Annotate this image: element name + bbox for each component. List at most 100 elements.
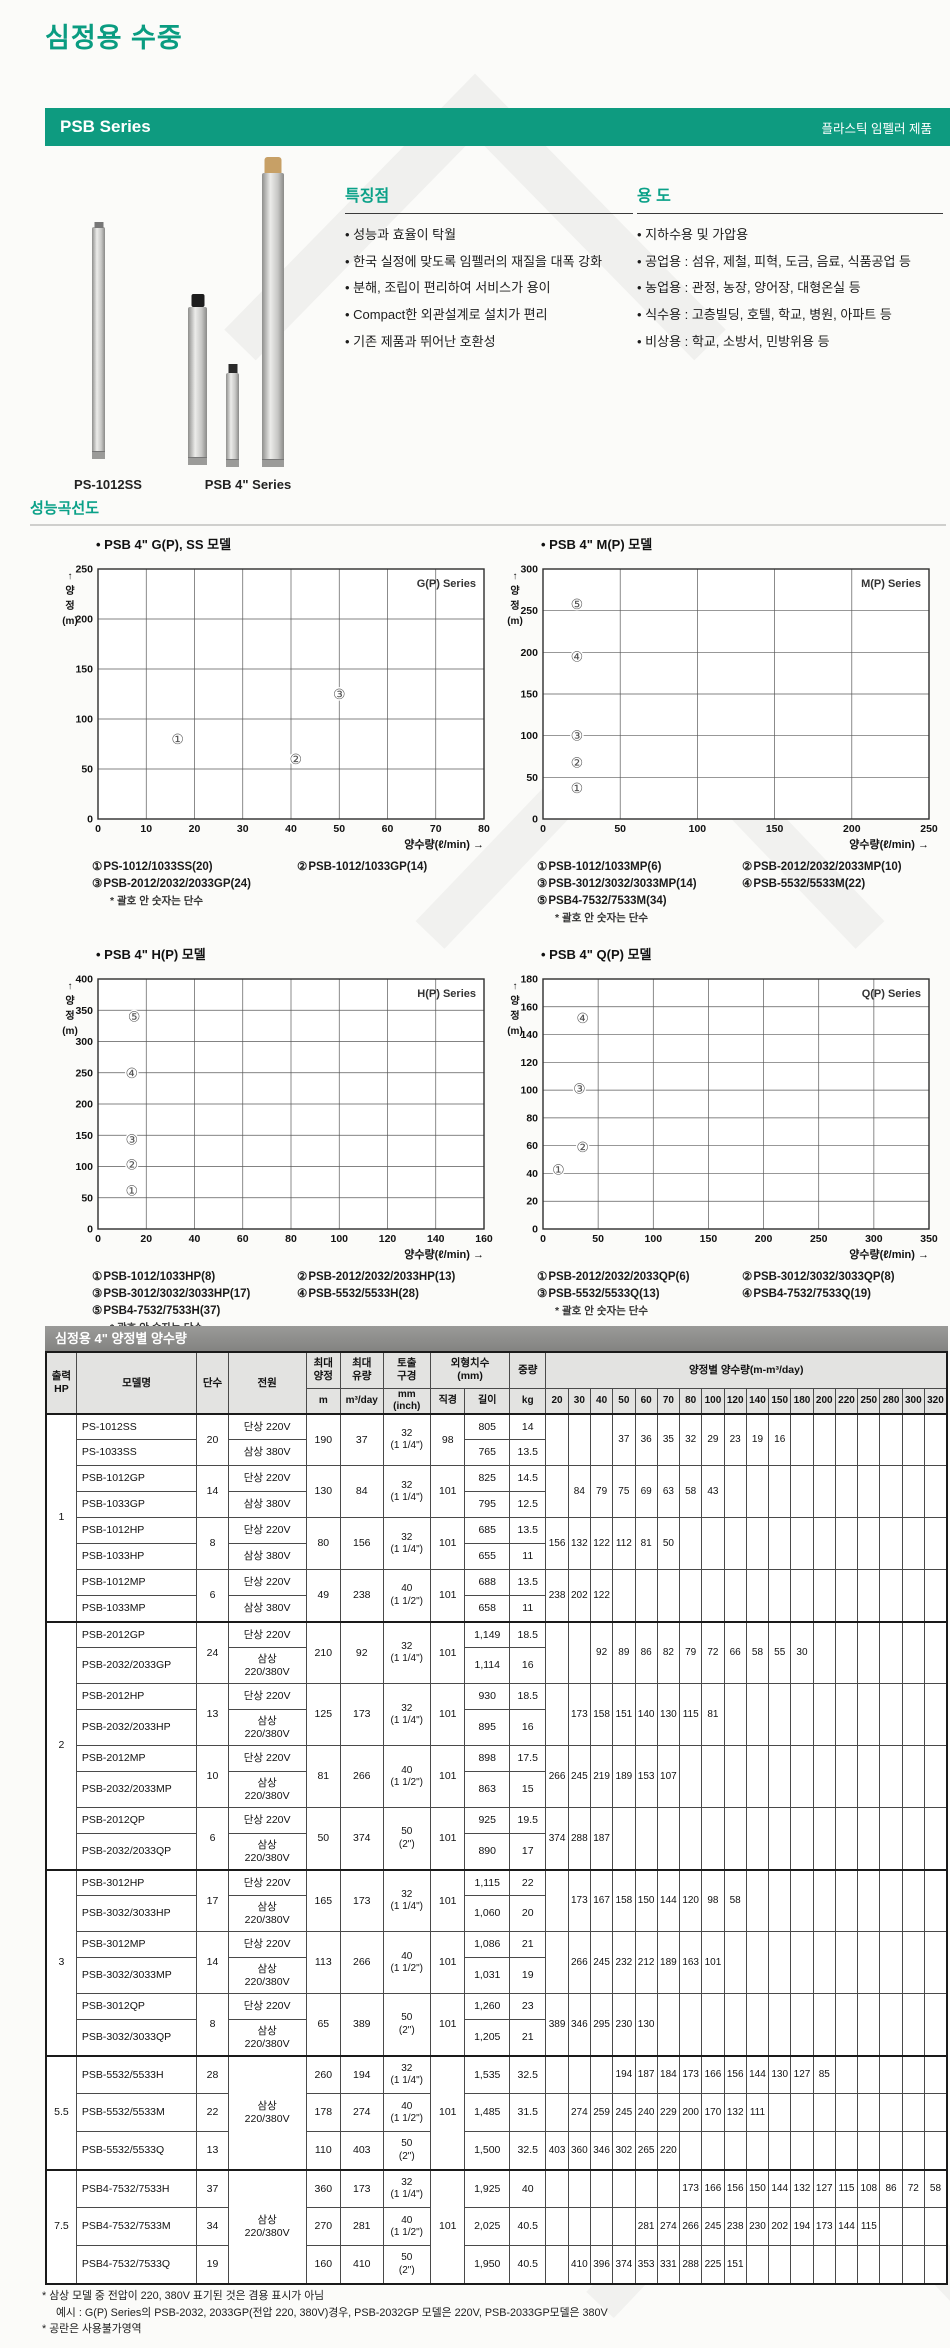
spec-table: 출력 HP 모델명 단수 전원 최대 양정 최대 유량 토출 구경 외형치수 (…	[45, 1351, 948, 2285]
table-row: PSB-3012MP 14 단상 220V 113 266 40 (1 1/2") 101 1…	[46, 1931, 948, 1995]
flow-cell: 230	[745, 2207, 770, 2247]
chart-legend-note: * 괄호 안 숫자는 단수	[555, 912, 649, 924]
flow-cell	[901, 1465, 925, 1519]
flow-cell	[879, 1683, 903, 1747]
table-row: PS-1033SS 삼상 380V 765 13.5	[46, 1439, 947, 1467]
flow-cell	[790, 1993, 814, 2057]
model-cell: PSB-3012MP	[75, 1931, 198, 1959]
weight-cell: 13.5	[509, 1439, 547, 1467]
product-photos: PS-1012SS PSB 4" Series	[50, 157, 350, 495]
flow-cell	[923, 1683, 948, 1747]
curve-number-label: ③	[125, 1132, 138, 1148]
weight-cell: 14	[509, 1412, 547, 1441]
outlet-cell: 32 (1 1/4")	[382, 2168, 432, 2209]
flow-cell: 81	[701, 1683, 725, 1747]
flow-cell	[745, 1683, 770, 1747]
table-row: PSB-2012MP 10 단상 220V 81 266 40 (1 1/2") 101 89…	[46, 1745, 948, 1809]
weight-cell: 17.5	[509, 1745, 547, 1773]
svg-text:↑: ↑	[68, 981, 73, 992]
svg-text:정: 정	[510, 599, 519, 612]
svg-text:80: 80	[285, 1233, 297, 1245]
flow-cell: 153	[634, 1745, 658, 1809]
flow-cell	[812, 2131, 836, 2171]
flow-cell: 166	[701, 2054, 725, 2095]
col-head-value: 200	[812, 1387, 836, 1415]
svg-text:200: 200	[520, 647, 538, 659]
chart-canvas: ① ② ③ 0 10 20 30 40 50 60 70 80 0 50 100 150 200 250↑ 양정 (m…	[62, 564, 490, 852]
flow-cell: 151	[723, 2245, 747, 2285]
chart-legend: ①PSB-1012/1033HP(8) ②PSB-2012/2032/2033HP…	[92, 1269, 498, 1317]
model-cell: PSB-2032/2033QP	[75, 1833, 198, 1871]
series-subtitle: 플라스틱 임펠러 제품	[821, 121, 932, 136]
flow-cell: 127	[812, 2168, 836, 2209]
model-cell: PSB4-7532/7533H	[75, 2168, 198, 2209]
flow-cell	[768, 1683, 792, 1747]
flow-cell	[768, 1745, 792, 1809]
flow-cell	[901, 2207, 925, 2247]
curves-section-title: 성능곡선도	[30, 500, 100, 517]
outlet-cell: 32 (1 1/4")	[382, 1465, 432, 1519]
flow-cell	[901, 2054, 925, 2095]
col-power: 전원	[227, 1351, 307, 1415]
col-sub: 직경	[430, 1387, 466, 1415]
outlet-cell: 50 (2")	[382, 1807, 432, 1871]
max-head-cell: 49	[305, 1569, 342, 1623]
stages-cell: 8	[196, 1993, 229, 2057]
flow-cell: 245	[612, 2093, 636, 2133]
length-cell: 685	[464, 1517, 511, 1545]
svg-text:200: 200	[843, 823, 861, 835]
flow-cell: 89	[612, 1620, 636, 1685]
flow-cell	[834, 1807, 859, 1871]
flow-cell: 69	[634, 1465, 658, 1519]
power-cell: 삼상 220/380V	[227, 1709, 307, 1747]
flow-cell	[745, 1569, 770, 1623]
svg-text:(m): (m)	[507, 616, 523, 627]
col-sub: m³/day	[340, 1387, 384, 1415]
usage-item: 비상용 : 학교, 소방서, 민방위용 등	[637, 329, 943, 356]
power-cell: 단상 220V	[227, 1569, 307, 1597]
svg-text:150: 150	[520, 689, 538, 701]
svg-text:250: 250	[920, 823, 938, 835]
flow-cell: 16	[768, 1412, 792, 1467]
model-cell: PSB-2012QP	[75, 1807, 198, 1835]
length-cell: 688	[464, 1569, 511, 1597]
flow-cell	[923, 1868, 948, 1933]
flow-cell: 132	[790, 2168, 814, 2209]
chart-legend-item: ②PSB-2012/2032/2033MP(10)	[742, 861, 902, 873]
model-cell: PSB-2032/2033GP	[75, 1647, 198, 1685]
power-cell: 단상 220V	[227, 1683, 307, 1711]
flow-cell	[923, 1931, 948, 1995]
table-row: 3 PSB-3012HP 17 단상 220V 165 173 32 (1 1/4") 101…	[45, 1868, 948, 2057]
flow-cell: 122	[589, 1569, 614, 1623]
flow-cell	[701, 1517, 725, 1571]
dia-cell: 101	[430, 1465, 466, 1519]
dia-cell: 101	[430, 1620, 466, 1685]
flow-cell	[567, 2054, 591, 2095]
flow-cell	[790, 1569, 814, 1623]
flow-cell	[879, 1807, 903, 1871]
flow-cell: 173	[679, 2168, 703, 2209]
flow-cell: 331	[656, 2245, 681, 2285]
svg-text:양: 양	[510, 585, 520, 597]
table-row: PSB-2012HP 13 단상 220V 125 173 32 (1 1/4") 101 9…	[46, 1683, 948, 1747]
spec-table-title: 심정용 4" 양정별 양수량	[45, 1326, 948, 1351]
flow-cell: 166	[701, 2168, 725, 2209]
flow-cell	[812, 1745, 836, 1809]
length-cell: 2,025	[464, 2207, 511, 2247]
weight-cell: 40.5	[509, 2207, 547, 2247]
power-cell: 삼상 220/380V	[227, 2168, 307, 2285]
flow-cell	[879, 1412, 903, 1467]
svg-text:0: 0	[95, 823, 101, 835]
chart-legend-item: ⑤PSB4-7532/7533M(34)	[537, 895, 667, 907]
svg-text:50: 50	[592, 1233, 604, 1245]
max-head-cell: 165	[305, 1868, 342, 1933]
flow-cell	[723, 1745, 747, 1809]
flow-cell	[923, 2093, 948, 2133]
svg-text:↑: ↑	[513, 571, 518, 582]
flow-cell	[679, 1517, 703, 1571]
flow-cell	[879, 2131, 903, 2171]
footnote-line: * 공란은 사용불가영역	[42, 2323, 142, 2336]
outlet-cell: 32 (1 1/4")	[382, 2054, 432, 2095]
length-cell: 1,925	[464, 2168, 511, 2209]
model-cell: PS-1012SS	[75, 1412, 198, 1441]
